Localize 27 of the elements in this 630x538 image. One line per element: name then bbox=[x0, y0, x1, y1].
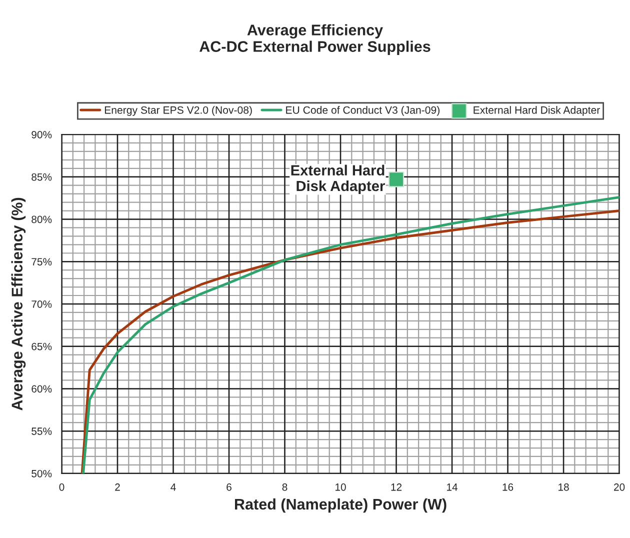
y-tick-label: 65% bbox=[32, 342, 52, 350]
annotation: External Hard Disk Adapter bbox=[291, 164, 385, 194]
x-tick-label: 2 bbox=[115, 483, 120, 491]
legend-label: External Hard Disk Adapter bbox=[474, 106, 600, 116]
legend-label: EU Code of Conduct V3 (Jan-09) bbox=[286, 106, 440, 116]
y-axis-title: Average Active Efficiency (%) bbox=[11, 198, 26, 410]
x-tick-label: 4 bbox=[170, 484, 176, 491]
y-tick-label: 50% bbox=[32, 470, 52, 478]
y-tick-label: 85% bbox=[32, 173, 52, 181]
x-axis-title: Rated (Nameplate) Power (W) bbox=[235, 498, 446, 513]
x-tick-label: 18 bbox=[558, 483, 569, 491]
x-tick-label: 0 bbox=[59, 483, 64, 491]
x-tick-label: 12 bbox=[391, 483, 402, 491]
x-tick-label: 10 bbox=[336, 483, 346, 491]
y-tick-label: 60% bbox=[32, 385, 52, 393]
x-tick-label: 14 bbox=[447, 484, 458, 491]
y-tick-label: 55% bbox=[32, 428, 52, 435]
y-tick-label: 90% bbox=[32, 131, 52, 138]
x-tick-label: 6 bbox=[226, 483, 232, 491]
y-tick-label: 80% bbox=[32, 216, 52, 224]
legend-label: Energy Star EPS V2.0 (Nov-08) bbox=[104, 106, 252, 116]
x-tick-label: 20 bbox=[614, 483, 625, 491]
chart-title: Average Efficiency AC-DC External Power Supplies bbox=[200, 24, 430, 55]
x-tick-label: 16 bbox=[502, 483, 514, 491]
y-tick-label: 70% bbox=[32, 300, 52, 308]
y-tick-label: 75% bbox=[32, 258, 52, 266]
x-tick-label: 8 bbox=[282, 483, 288, 491]
